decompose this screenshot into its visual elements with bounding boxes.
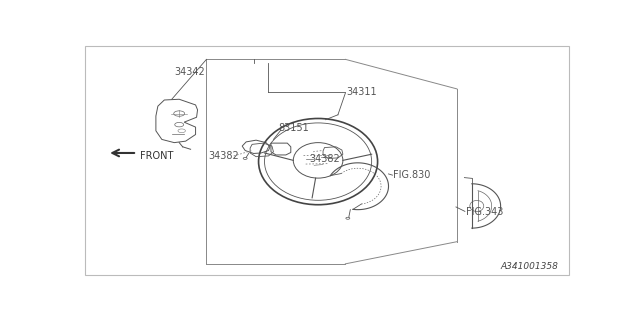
Text: FIG.830: FIG.830 — [394, 170, 431, 180]
Text: FIG.343: FIG.343 — [466, 207, 503, 217]
Text: 34311: 34311 — [346, 87, 377, 97]
Text: 34342: 34342 — [174, 68, 205, 77]
Text: 34382: 34382 — [208, 151, 239, 161]
Text: A341001358: A341001358 — [500, 262, 559, 271]
Text: 83151: 83151 — [278, 123, 309, 133]
Text: FRONT: FRONT — [140, 151, 173, 161]
Text: 34382: 34382 — [309, 154, 340, 164]
